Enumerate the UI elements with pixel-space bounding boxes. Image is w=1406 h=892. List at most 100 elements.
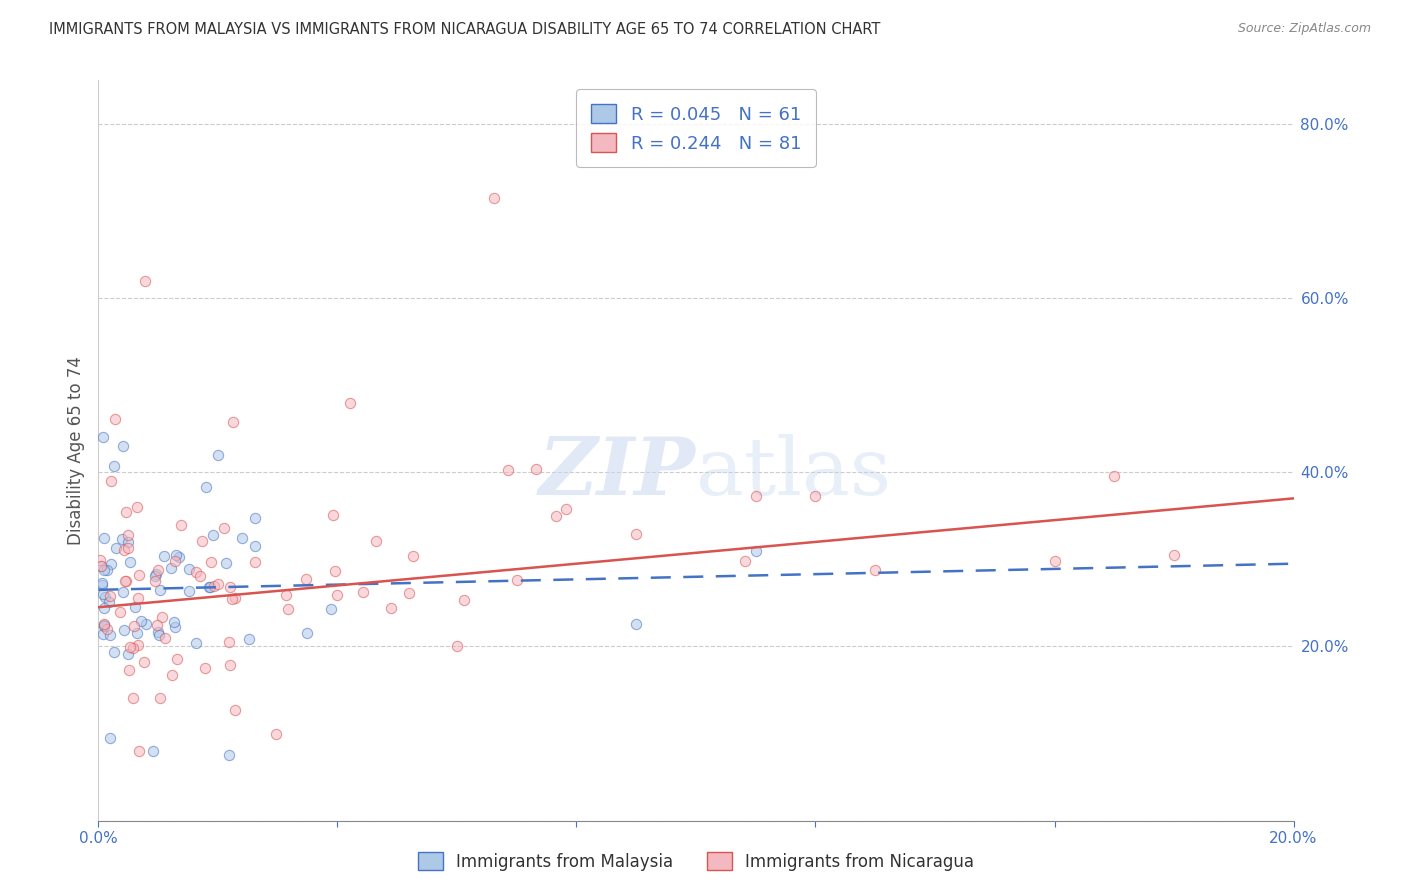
Text: Source: ZipAtlas.com: Source: ZipAtlas.com: [1237, 22, 1371, 36]
Point: [98, 589, 122, 603]
Point: [506, 573, 529, 587]
Point: [149, 690, 172, 705]
Point: [326, 588, 349, 602]
Point: [148, 628, 170, 642]
Point: [339, 395, 361, 409]
Point: [143, 569, 166, 583]
Point: [98, 627, 121, 641]
Point: [90, 559, 112, 574]
Point: [322, 508, 344, 523]
Point: [245, 540, 267, 554]
Point: [245, 554, 267, 568]
Point: [184, 636, 207, 650]
Point: [1043, 554, 1066, 568]
Point: [165, 549, 187, 563]
Point: [105, 541, 128, 556]
Point: [89, 553, 111, 567]
Point: [100, 474, 122, 488]
Point: [124, 618, 146, 632]
Point: [294, 572, 316, 586]
Point: [207, 577, 229, 591]
Point: [238, 632, 260, 646]
Point: [188, 568, 211, 582]
Point: [219, 658, 242, 673]
Point: [93, 618, 115, 632]
Point: [218, 748, 240, 763]
Point: [215, 556, 238, 570]
Point: [91, 627, 114, 641]
Point: [224, 703, 246, 717]
Point: [264, 726, 287, 740]
Point: [115, 504, 138, 518]
Point: [163, 554, 186, 568]
Point: [127, 591, 149, 606]
Point: [146, 617, 169, 632]
Point: [98, 731, 121, 746]
Point: [194, 660, 217, 674]
Point: [143, 574, 166, 589]
Point: [142, 744, 165, 758]
Point: [1163, 549, 1185, 563]
Point: [145, 567, 167, 582]
Point: [221, 415, 243, 429]
Point: [219, 580, 242, 594]
Point: [1104, 469, 1126, 483]
Point: [453, 593, 475, 607]
Point: [163, 620, 186, 634]
Point: [482, 191, 505, 205]
Point: [104, 412, 127, 426]
Point: [93, 429, 115, 443]
Point: [117, 647, 139, 661]
Point: [127, 639, 149, 653]
Point: [118, 663, 141, 677]
Y-axis label: Disability Age 65 to 74: Disability Age 65 to 74: [66, 356, 84, 545]
Point: [128, 744, 150, 758]
Point: [184, 565, 207, 579]
Point: [112, 439, 135, 453]
Point: [207, 448, 229, 462]
Point: [212, 520, 235, 534]
Point: [198, 580, 221, 594]
Point: [160, 667, 183, 681]
Text: IMMIGRANTS FROM MALAYSIA VS IMMIGRANTS FROM NICARAGUA DISABILITY AGE 65 TO 74 CO: IMMIGRANTS FROM MALAYSIA VS IMMIGRANTS F…: [49, 22, 880, 37]
Point: [446, 639, 468, 653]
Point: [112, 623, 135, 637]
Point: [128, 567, 150, 582]
Point: [224, 591, 246, 605]
Point: [745, 489, 768, 503]
Point: [202, 579, 225, 593]
Point: [745, 543, 768, 558]
Point: [122, 641, 145, 656]
Point: [380, 600, 402, 615]
Point: [152, 549, 174, 564]
Point: [103, 458, 125, 473]
Point: [93, 531, 115, 545]
Point: [804, 490, 827, 504]
Point: [277, 602, 299, 616]
Point: [93, 619, 115, 633]
Point: [191, 534, 214, 549]
Point: [127, 626, 149, 640]
Point: [155, 631, 177, 645]
Point: [97, 595, 120, 609]
Point: [117, 541, 139, 556]
Point: [352, 585, 374, 599]
Point: [169, 549, 191, 564]
Legend: Immigrants from Malaysia, Immigrants from Nicaragua: Immigrants from Malaysia, Immigrants fro…: [409, 844, 983, 879]
Point: [93, 563, 115, 577]
Point: [150, 610, 173, 624]
Point: [146, 625, 169, 640]
Point: [100, 557, 122, 571]
Point: [221, 591, 243, 606]
Point: [120, 555, 142, 569]
Point: [166, 652, 188, 666]
Point: [734, 554, 756, 568]
Point: [115, 574, 138, 588]
Point: [93, 617, 115, 632]
Point: [149, 582, 172, 597]
Text: atlas: atlas: [696, 434, 891, 512]
Point: [163, 615, 186, 629]
Point: [134, 274, 156, 288]
Point: [112, 585, 135, 599]
Point: [323, 565, 346, 579]
